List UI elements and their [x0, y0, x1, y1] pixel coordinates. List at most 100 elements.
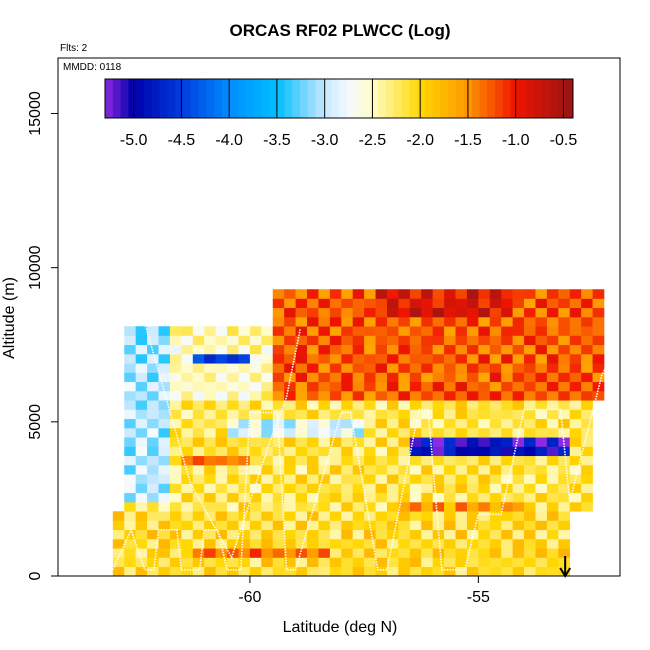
heatmap-cell — [135, 372, 148, 383]
heatmap-cell — [478, 465, 491, 475]
heatmap-cell — [455, 465, 468, 475]
heatmap-cell — [181, 409, 194, 420]
heatmap-cell — [489, 317, 502, 327]
colorbar-swatch — [136, 79, 145, 118]
heatmap-cell — [444, 483, 456, 494]
heatmap-cell — [512, 520, 525, 531]
heatmap-cell — [169, 465, 182, 475]
colorbar-swatch — [456, 79, 465, 118]
heatmap-cell — [535, 409, 548, 420]
heatmap-cell — [307, 437, 319, 447]
heatmap-cell — [307, 446, 319, 457]
heatmap-cell — [386, 492, 399, 503]
y-tick-label: 5000 — [27, 404, 44, 440]
heatmap-cell — [409, 446, 422, 457]
heatmap-cell — [386, 465, 399, 475]
heatmap-cell — [295, 289, 308, 299]
heatmap-cell — [295, 437, 308, 447]
heatmap-cell — [466, 354, 479, 364]
heatmap-cell — [204, 381, 216, 392]
heatmap-cell — [444, 455, 456, 466]
heatmap-cell — [512, 539, 525, 549]
heatmap-cell — [535, 317, 548, 327]
heatmap-cell — [307, 483, 319, 494]
heatmap-cell — [409, 335, 422, 346]
heatmap-cell — [341, 381, 354, 392]
colorbar-swatch — [448, 79, 457, 118]
heatmap-cell — [432, 317, 445, 327]
heatmap-cell — [489, 428, 502, 438]
heatmap-cell — [364, 511, 376, 521]
heatmap-cell — [147, 437, 159, 447]
heatmap-cell — [364, 557, 376, 568]
heatmap-cell — [546, 502, 559, 512]
colorbar-tick-label: -4.0 — [215, 132, 243, 149]
heatmap-cell — [318, 307, 331, 318]
heatmap-cell — [558, 381, 571, 392]
heatmap-cell — [352, 391, 365, 401]
heatmap-cell — [581, 335, 593, 346]
heatmap-cell — [272, 446, 285, 457]
heatmap-cell — [489, 400, 502, 410]
heatmap-cell — [238, 566, 251, 577]
heatmap-cell — [375, 363, 388, 373]
heatmap-cell — [364, 409, 376, 420]
heatmap-cell — [204, 428, 216, 438]
colorbar-swatch — [339, 79, 348, 118]
heatmap-cell — [512, 307, 525, 318]
heatmap-cell — [375, 474, 388, 484]
heatmap-cell — [169, 474, 182, 484]
heatmap-cell — [318, 418, 331, 429]
heatmap-cell — [192, 557, 205, 568]
heatmap-cell — [284, 307, 296, 318]
heatmap-cell — [524, 298, 536, 309]
heatmap-cell — [158, 381, 171, 392]
heatmap-cell — [421, 326, 433, 336]
heatmap-cell — [204, 354, 216, 364]
heatmap-cell — [409, 520, 422, 531]
colorbar-swatch — [144, 79, 153, 118]
heatmap-cell — [124, 465, 136, 475]
heatmap-cell — [478, 335, 491, 346]
heatmap-cell — [466, 298, 479, 309]
heatmap-cell — [409, 354, 422, 364]
heatmap-cell — [512, 465, 525, 475]
heatmap-cell — [569, 474, 582, 484]
heatmap-cell — [421, 298, 433, 309]
heatmap-cell — [501, 502, 513, 512]
heatmap-cell — [204, 335, 216, 346]
heatmap-cell — [124, 455, 136, 466]
heatmap-cell — [272, 529, 285, 540]
heatmap-cell — [272, 409, 285, 420]
heatmap-cell — [386, 326, 399, 336]
heatmap-cell — [501, 363, 513, 373]
heatmap-cell — [375, 418, 388, 429]
heatmap-cell — [466, 455, 479, 466]
heatmap-cell — [249, 437, 262, 447]
heatmap-cell — [352, 400, 365, 410]
heatmap-cell — [524, 455, 536, 466]
colorbar-swatch — [370, 79, 379, 118]
heatmap-cell — [227, 354, 239, 364]
heatmap-cell — [192, 418, 205, 429]
heatmap-cell — [546, 354, 559, 364]
heatmap-cell — [341, 548, 354, 558]
heatmap-cell — [524, 344, 536, 355]
flight-track-west-line — [144, 322, 301, 560]
heatmap-cell — [409, 381, 422, 392]
heatmap-cell — [307, 391, 319, 401]
heatmap-cell — [375, 529, 388, 540]
heatmap-cell — [261, 381, 274, 392]
heatmap-cell — [227, 529, 239, 540]
heatmap-cell — [398, 437, 411, 447]
heatmap-cell — [432, 455, 445, 466]
heatmap-cell — [409, 566, 422, 577]
heatmap-cell — [204, 483, 216, 494]
heatmap-cell — [192, 474, 205, 484]
heatmap-cell — [386, 391, 399, 401]
heatmap-cell — [375, 307, 388, 318]
heatmap-cell — [124, 344, 136, 355]
heatmap-cell — [169, 437, 182, 447]
heatmap-cell — [512, 400, 525, 410]
heatmap-cell — [147, 511, 159, 521]
